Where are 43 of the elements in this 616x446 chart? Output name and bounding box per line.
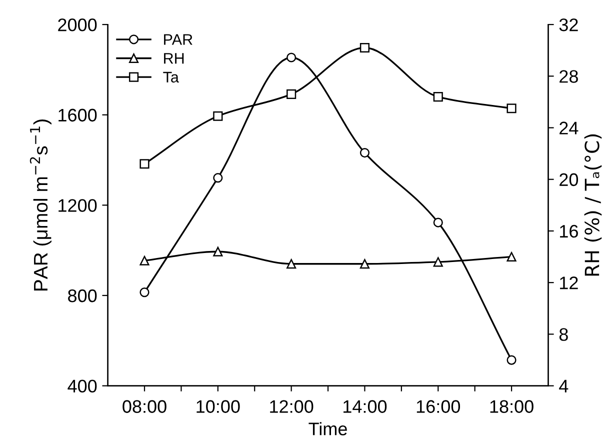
point	[213, 246, 223, 256]
point	[213, 173, 223, 183]
point	[213, 111, 223, 121]
x-tick-label: 16:00	[416, 400, 460, 413]
point	[360, 148, 370, 158]
y-tick-label: 1600	[58, 108, 97, 122]
point	[506, 104, 516, 114]
x-tick-label: 12:00	[270, 400, 314, 413]
y2-tick-label: 24	[560, 122, 578, 134]
y2-axis-title: RH (%) / Tₐ(°C)	[584, 134, 602, 276]
x-tick-label: 14:00	[344, 400, 387, 413]
x-tick-label: 08:00	[122, 400, 166, 413]
y2-tick-label: 8	[559, 328, 568, 341]
y2-tick-label: 32	[559, 18, 578, 32]
point	[433, 257, 443, 267]
point	[433, 92, 443, 102]
y-tick-label: 400	[68, 380, 97, 393]
x-tick-label: 18:00	[490, 400, 534, 413]
point	[360, 259, 370, 269]
point	[360, 42, 370, 53]
point	[506, 252, 516, 262]
point	[506, 355, 516, 365]
point	[140, 256, 150, 266]
y-axis-title: PAR (μmol m$^{−2}$s$^{−1}$)	[30, 120, 52, 290]
point	[433, 218, 443, 228]
y-tick-label: 2000	[58, 18, 97, 32]
y2-tick-label: 16	[560, 224, 578, 238]
legend-label: Ta	[163, 72, 179, 83]
point	[140, 159, 150, 169]
point	[286, 52, 296, 62]
x-axis-title: Time	[308, 422, 347, 436]
point	[286, 89, 296, 99]
point	[286, 259, 296, 269]
y2-tick-label: 20	[560, 173, 578, 186]
y2-tick-label: 4	[559, 380, 568, 392]
y-tick-label: 1200	[58, 199, 97, 212]
legend-label: RH	[164, 53, 184, 64]
y-tick-label: 800	[68, 289, 97, 302]
y2-tick-label: 28	[560, 70, 578, 83]
point	[140, 288, 150, 298]
legend-label: PAR	[164, 34, 192, 45]
x-tick-label: 10:00	[196, 400, 240, 413]
y2-tick-label: 12	[560, 276, 578, 290]
